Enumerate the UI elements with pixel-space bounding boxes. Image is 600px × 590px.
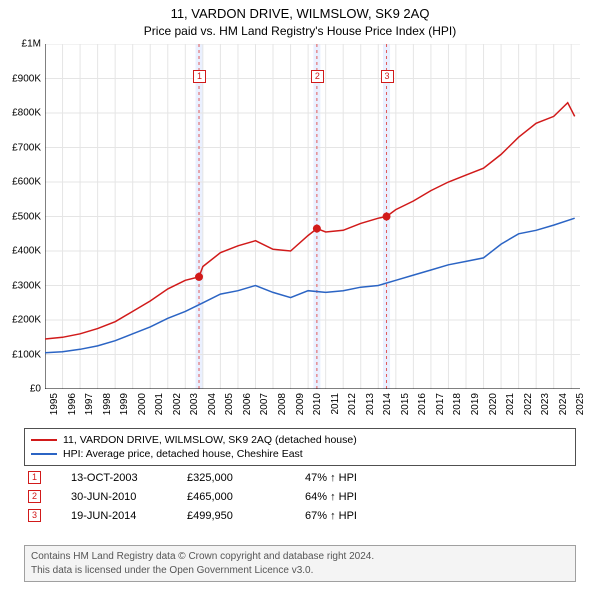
legend-item: HPI: Average price, detached house, Ches… xyxy=(31,447,569,461)
x-tick-label: 2013 xyxy=(365,393,376,423)
transaction-row: 1 13-OCT-2003 £325,000 47% ↑ HPI xyxy=(24,468,576,487)
y-tick-label: £600K xyxy=(3,177,41,188)
y-tick-label: £200K xyxy=(3,315,41,326)
transaction-marker: 1 xyxy=(28,471,41,484)
x-tick-label: 2023 xyxy=(540,393,551,423)
x-tick-label: 2019 xyxy=(470,393,481,423)
x-tick-label: 1995 xyxy=(49,393,60,423)
x-tick-label: 2001 xyxy=(154,393,165,423)
y-tick-label: £500K xyxy=(3,211,41,222)
x-tick-label: 2025 xyxy=(575,393,586,423)
x-tick-label: 2022 xyxy=(523,393,534,423)
transaction-price: £325,000 xyxy=(187,472,287,484)
x-tick-label: 2003 xyxy=(189,393,200,423)
x-tick-label: 2002 xyxy=(172,393,183,423)
chart-marker-2: 2 xyxy=(311,70,324,83)
x-tick-label: 2010 xyxy=(312,393,323,423)
transaction-price: £499,950 xyxy=(187,510,287,522)
footer-line-1: Contains HM Land Registry data © Crown c… xyxy=(31,550,569,564)
x-tick-label: 2024 xyxy=(558,393,569,423)
transaction-date: 30-JUN-2010 xyxy=(59,491,169,503)
x-tick-label: 2021 xyxy=(505,393,516,423)
legend-label: HPI: Average price, detached house, Ches… xyxy=(63,448,303,460)
legend-swatch xyxy=(31,453,57,455)
transaction-price: £465,000 xyxy=(187,491,287,503)
chart-svg xyxy=(45,44,580,389)
x-tick-label: 2017 xyxy=(435,393,446,423)
x-tick-label: 1999 xyxy=(119,393,130,423)
x-tick-label: 2012 xyxy=(347,393,358,423)
x-tick-label: 2016 xyxy=(417,393,428,423)
x-tick-label: 2018 xyxy=(452,393,463,423)
y-tick-label: £400K xyxy=(3,246,41,257)
x-tick-label: 2009 xyxy=(295,393,306,423)
y-tick-label: £700K xyxy=(3,142,41,153)
footer-line-2: This data is licensed under the Open Gov… xyxy=(31,564,569,578)
transaction-pct: 64% ↑ HPI xyxy=(305,491,395,503)
x-tick-label: 2008 xyxy=(277,393,288,423)
x-tick-label: 2015 xyxy=(400,393,411,423)
page-subtitle: Price paid vs. HM Land Registry's House … xyxy=(0,21,600,42)
attribution-footer: Contains HM Land Registry data © Crown c… xyxy=(24,545,576,582)
y-tick-label: £900K xyxy=(3,73,41,84)
transactions-table: 1 13-OCT-2003 £325,000 47% ↑ HPI 2 30-JUN-201… xyxy=(24,468,576,525)
legend-label: 11, VARDON DRIVE, WILMSLOW, SK9 2AQ (det… xyxy=(63,434,357,446)
legend-box: 11, VARDON DRIVE, WILMSLOW, SK9 2AQ (det… xyxy=(24,428,576,466)
y-tick-label: £100K xyxy=(3,349,41,360)
transaction-pct: 47% ↑ HPI xyxy=(305,472,395,484)
chart-marker-1: 1 xyxy=(193,70,206,83)
x-tick-label: 1996 xyxy=(67,393,78,423)
transaction-pct: 67% ↑ HPI xyxy=(305,510,395,522)
y-tick-label: £0 xyxy=(3,384,41,395)
y-tick-label: £1M xyxy=(3,39,41,50)
x-tick-label: 2006 xyxy=(242,393,253,423)
x-tick-label: 2000 xyxy=(137,393,148,423)
x-tick-label: 2005 xyxy=(224,393,235,423)
transaction-row: 2 30-JUN-2010 £465,000 64% ↑ HPI xyxy=(24,487,576,506)
transaction-date: 19-JUN-2014 xyxy=(59,510,169,522)
legend-item: 11, VARDON DRIVE, WILMSLOW, SK9 2AQ (det… xyxy=(31,433,569,447)
transaction-date: 13-OCT-2003 xyxy=(59,472,169,484)
transaction-marker: 2 xyxy=(28,490,41,503)
x-tick-label: 1998 xyxy=(102,393,113,423)
legend-swatch xyxy=(31,439,57,441)
transaction-marker: 3 xyxy=(28,509,41,522)
x-tick-label: 2011 xyxy=(330,393,341,423)
chart-marker-3: 3 xyxy=(381,70,394,83)
y-tick-label: £300K xyxy=(3,280,41,291)
x-tick-label: 2004 xyxy=(207,393,218,423)
x-tick-label: 2014 xyxy=(382,393,393,423)
x-tick-label: 2020 xyxy=(488,393,499,423)
x-tick-label: 1997 xyxy=(84,393,95,423)
x-tick-label: 2007 xyxy=(259,393,270,423)
transaction-row: 3 19-JUN-2014 £499,950 67% ↑ HPI xyxy=(24,506,576,525)
chart: £0£100K£200K£300K£400K£500K£600K£700K£80… xyxy=(45,44,580,389)
page-title: 11, VARDON DRIVE, WILMSLOW, SK9 2AQ xyxy=(0,0,600,21)
y-tick-label: £800K xyxy=(3,108,41,119)
